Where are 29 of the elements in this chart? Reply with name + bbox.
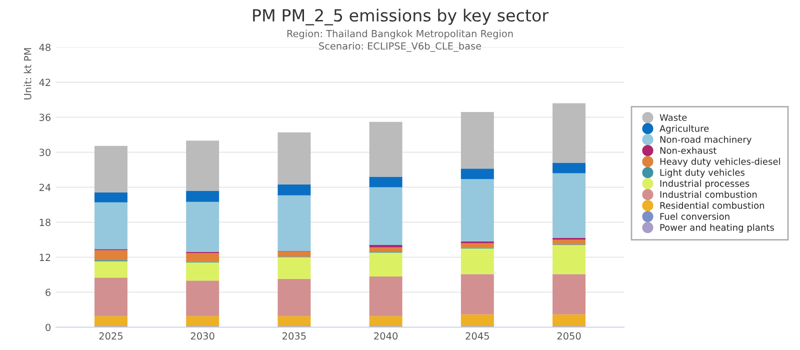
y-tick-label: 12 [40, 254, 50, 261]
x-tick-label: 2025 [99, 332, 122, 340]
chart-title: PM PM_2_5 emissions by key sector [253, 8, 549, 26]
legend-label: Power and heating plants [660, 224, 774, 233]
x-tick-label: 2050 [557, 332, 581, 340]
y-axis-title: Unit: kt PM [24, 48, 32, 100]
x-tick-label: 2040 [374, 332, 398, 340]
y-tick-label: 24 [39, 184, 51, 191]
y-tick-label: 30 [40, 148, 50, 156]
y-tick-label: 42 [39, 78, 50, 86]
y-tick-label: 6 [46, 288, 51, 296]
legend-label: Heavy duty vehicles-diesel [660, 158, 780, 167]
legend-label: Light duty vehicles [660, 168, 744, 178]
legend-label: Non-exhaust [660, 146, 716, 154]
y-tick-label: 36 [40, 114, 51, 122]
legend-label: Industrial processes [660, 180, 750, 189]
legend-label: Industrial combustion [660, 190, 757, 198]
x-tick-label: 2030 [190, 332, 214, 340]
x-tick-label: 2045 [466, 332, 489, 340]
y-tick-label: 0 [46, 324, 50, 332]
x-tick-label: 2035 [282, 332, 306, 340]
legend-label: Residential combustion [660, 202, 764, 209]
chart-subtitle: Region: Thailand Bangkok Metropolitan Region Scenario: ECLIPSE_V6b_CLE_base [287, 30, 513, 52]
y-tick-label: 48 [39, 44, 50, 52]
legend-label: Agriculture [660, 124, 709, 134]
legend-label: Fuel conversion [660, 212, 730, 220]
legend-label: Non-road machinery [660, 136, 752, 145]
legend-label: Waste [660, 114, 687, 121]
y-tick-label: 18 [40, 218, 50, 226]
